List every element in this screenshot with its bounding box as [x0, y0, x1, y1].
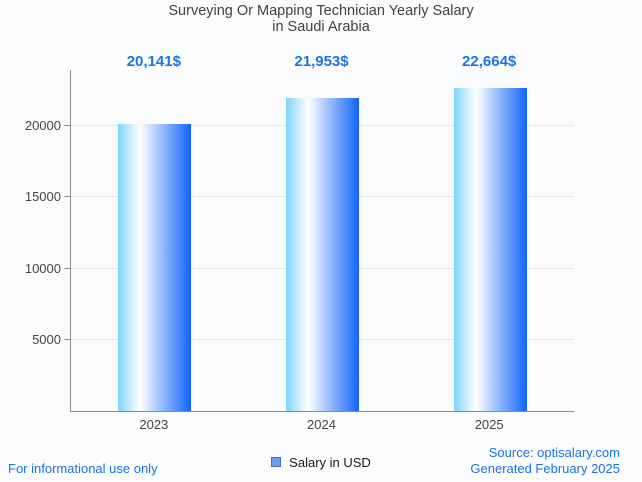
chart-title-line2: in Saudi Arabia: [272, 18, 370, 35]
bar-value-label: 21,953$: [294, 53, 349, 70]
legend: Salary in USD: [0, 452, 642, 472]
y-axis-label: 20000: [24, 118, 61, 134]
disclaimer-text: For informational use only: [8, 461, 158, 476]
y-tick-mark: [64, 196, 70, 198]
footer-source-block: Source: optisalary.com Generated Februar…: [470, 445, 620, 476]
legend-swatch: [271, 457, 282, 467]
y-tick-mark: [64, 338, 70, 340]
bar-value-label: 20,141$: [126, 53, 181, 70]
chart-title: Surveying Or Mapping Technician Yearly S…: [0, 3, 642, 35]
x-axis-label: 2023: [139, 417, 169, 432]
y-tick-mark: [64, 267, 70, 269]
bar-2025[interactable]: [453, 88, 527, 411]
bar-2023[interactable]: [118, 124, 192, 411]
y-axis-label: 15000: [24, 189, 61, 205]
bar-2024[interactable]: [286, 98, 359, 411]
y-tick-mark: [64, 125, 70, 127]
y-axis-label: 10000: [24, 260, 61, 276]
chart-title-line1: Surveying Or Mapping Technician Yearly S…: [168, 3, 474, 19]
source-link[interactable]: Source: optisalary.com: [488, 445, 620, 460]
x-axis-label: 2024: [307, 417, 336, 432]
x-axis-label: 2025: [474, 417, 504, 432]
bar-value-label: 22,664$: [462, 53, 517, 70]
legend-label: Salary in USD: [289, 454, 371, 470]
y-axis-label: 5000: [32, 331, 61, 347]
plot-area: 5000 10000 15000 20000: [25, 70, 574, 412]
generated-date: Generated February 2025: [470, 460, 620, 476]
